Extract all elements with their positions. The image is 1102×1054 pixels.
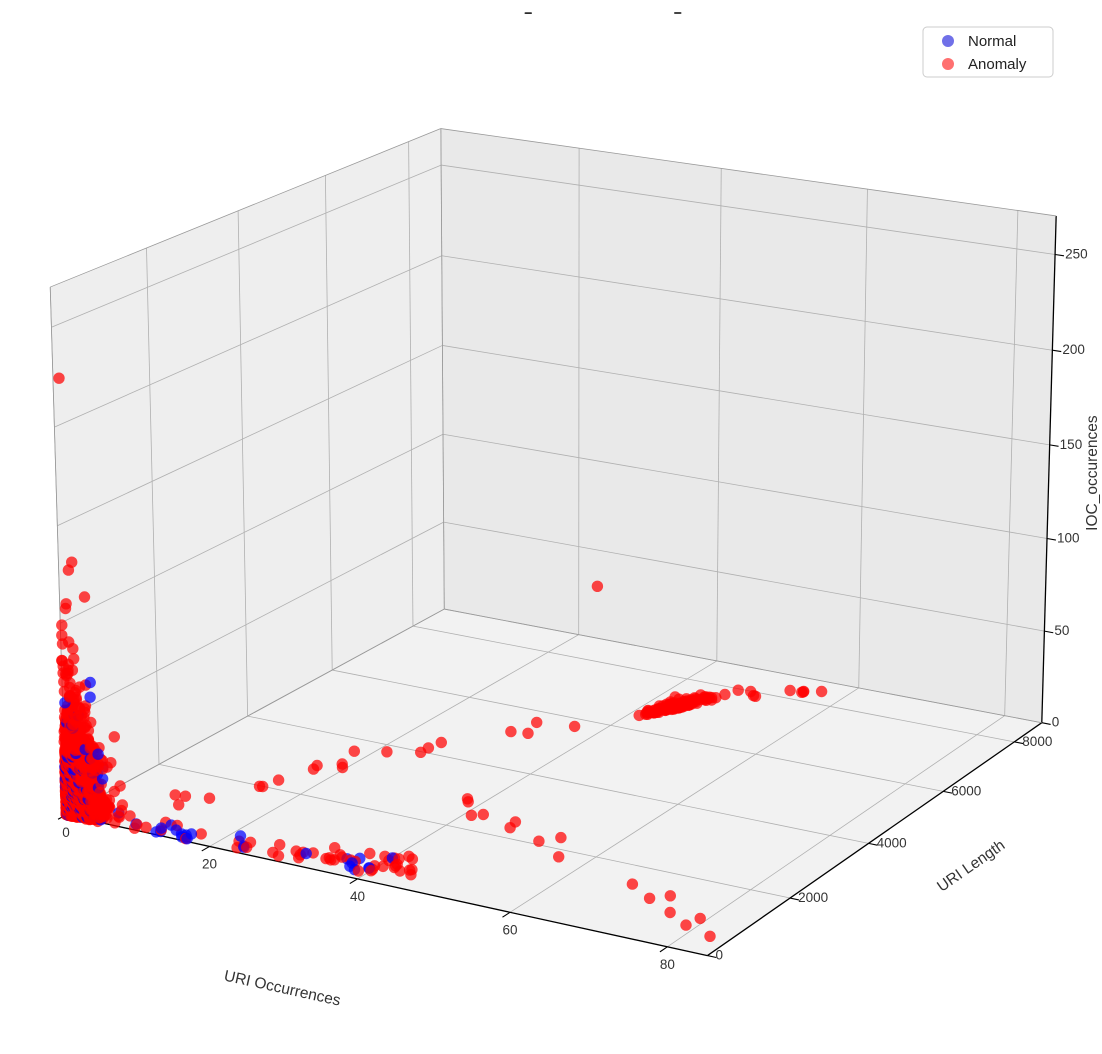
svg-text:0: 0: [1052, 715, 1060, 730]
svg-text:100: 100: [1057, 531, 1080, 546]
svg-text:150: 150: [1060, 437, 1083, 452]
svg-text:6000: 6000: [951, 783, 981, 798]
svg-text:IOC_occurences: IOC_occurences: [1084, 415, 1101, 531]
svg-text:Anomaly: Anomaly: [968, 56, 1027, 73]
svg-text:2000: 2000: [798, 890, 828, 905]
svg-text:40: 40: [350, 889, 365, 904]
svg-text:4000: 4000: [877, 835, 907, 850]
svg-text:250: 250: [1065, 247, 1088, 262]
svg-text:200: 200: [1062, 342, 1085, 357]
svg-text:0: 0: [62, 825, 70, 840]
svg-text:0: 0: [715, 948, 723, 963]
svg-text:8000: 8000: [1022, 734, 1052, 749]
svg-text:Normal: Normal: [968, 33, 1016, 50]
svg-text:20: 20: [202, 856, 217, 871]
svg-text:80: 80: [660, 957, 675, 972]
svg-text:60: 60: [503, 922, 518, 937]
svg-text:50: 50: [1054, 623, 1069, 638]
